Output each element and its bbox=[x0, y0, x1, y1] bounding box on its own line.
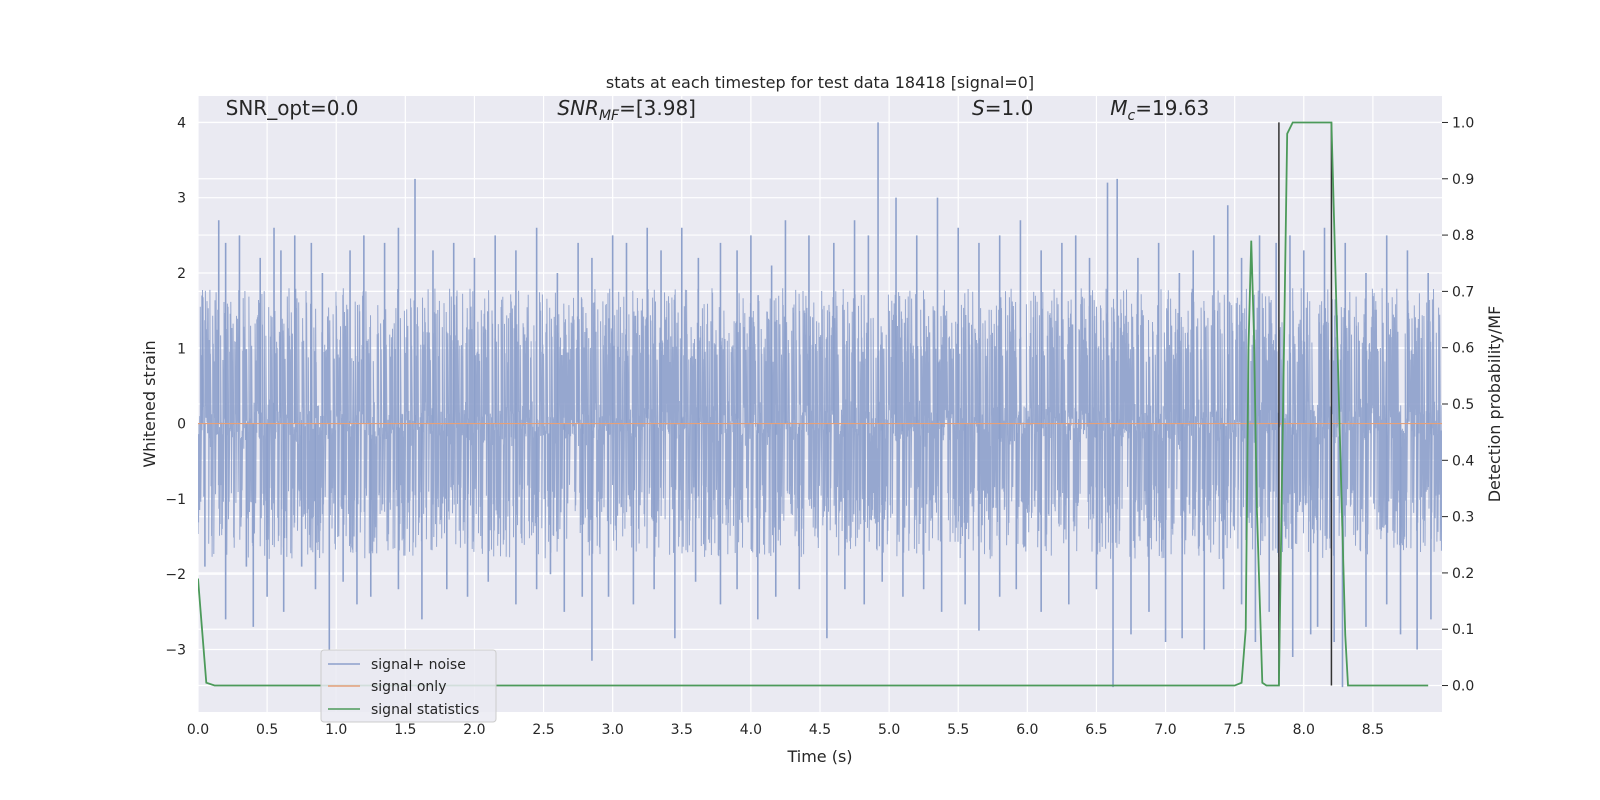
y2-axis-label: Detection probability/MF bbox=[1485, 306, 1504, 503]
y2-tick-label-9: 0.1 bbox=[1452, 622, 1474, 638]
x-tick-label-16: 8.0 bbox=[1293, 722, 1315, 738]
x-tick-label-1: 0.5 bbox=[256, 722, 278, 738]
y2-tick-label-7: 0.3 bbox=[1452, 510, 1474, 526]
y-axis-label: Whitened strain bbox=[140, 340, 159, 467]
plot-content bbox=[198, 121, 1442, 688]
y-tick-label-0: 4 bbox=[177, 115, 186, 131]
y2-tick-label-5: 0.5 bbox=[1452, 397, 1474, 413]
y2-tick-label-3: 0.7 bbox=[1452, 284, 1474, 300]
annotation-0: SNR_opt=0.0 bbox=[226, 96, 359, 120]
x-tick-label-2: 1.0 bbox=[325, 722, 347, 738]
series-layer bbox=[198, 121, 1442, 688]
y2-axis-ticks: 1.0 0.9 0.8 0.7 0.6 0.5 0.4 0.3 0.2 0.1 0.0 bbox=[1442, 115, 1474, 695]
y2-tick-label-4: 0.6 bbox=[1452, 341, 1474, 357]
y2-tick-label-0: 1.0 bbox=[1452, 115, 1474, 131]
annotation-1: SNRMF=[3.98] bbox=[557, 96, 696, 124]
legend-label-signal-noise: signal+ noise bbox=[371, 657, 466, 673]
x-tick-label-6: 3.0 bbox=[602, 722, 624, 738]
x-tick-label-10: 5.0 bbox=[878, 722, 900, 738]
legend-box bbox=[320, 649, 497, 723]
legend-label-signal-only: signal only bbox=[371, 679, 446, 695]
x-tick-label-11: 5.5 bbox=[947, 722, 969, 738]
y-axis-ticks: 4 3 2 1 0 −1 −2 −3 bbox=[165, 115, 186, 658]
x-tick-label-7: 3.5 bbox=[671, 722, 693, 738]
x-tick-label-12: 6.0 bbox=[1016, 722, 1038, 738]
x-axis-label: Time (s) bbox=[786, 747, 852, 766]
y2-tick-label-10: 0.0 bbox=[1452, 679, 1474, 695]
x-tick-label-0: 0.0 bbox=[187, 722, 209, 738]
y-tick-label-2: 2 bbox=[177, 266, 186, 282]
x-tick-label-3: 1.5 bbox=[394, 722, 416, 738]
y2-tick-label-6: 0.4 bbox=[1452, 453, 1474, 469]
x-tick-label-15: 7.5 bbox=[1224, 722, 1246, 738]
x-tick-label-13: 6.5 bbox=[1085, 722, 1107, 738]
series-signal-noise-line bbox=[198, 288, 1442, 560]
y-tick-label-7: −3 bbox=[165, 642, 186, 658]
y-tick-label-3: 1 bbox=[177, 341, 186, 357]
y-tick-label-6: −2 bbox=[165, 567, 186, 583]
x-tick-label-14: 7.0 bbox=[1154, 722, 1176, 738]
y-tick-label-4: 0 bbox=[177, 417, 186, 433]
x-tick-label-17: 8.5 bbox=[1362, 722, 1384, 738]
annotation-3: Mc=19.63 bbox=[1110, 96, 1209, 124]
series-signal-statistics-line bbox=[198, 121, 1429, 687]
x-tick-label-5: 2.5 bbox=[532, 722, 554, 738]
y2-tick-label-2: 0.8 bbox=[1452, 228, 1474, 244]
annotations: SNR_opt=0.0 SNRMF=[3.98] S=1.0 Mc=19.63 bbox=[226, 96, 1210, 124]
annotation-2: S=1.0 bbox=[972, 96, 1033, 120]
chart-title: stats at each timestep for test data 184… bbox=[606, 73, 1034, 92]
y2-tick-label-8: 0.2 bbox=[1452, 566, 1474, 582]
x-tick-label-9: 4.5 bbox=[809, 722, 831, 738]
y-tick-label-5: −1 bbox=[165, 492, 186, 508]
legend-label-signal-statistics: signal statistics bbox=[371, 702, 479, 718]
y2-tick-label-1: 0.9 bbox=[1452, 172, 1474, 188]
x-axis-ticks: 0.0 0.5 1.0 1.5 2.0 2.5 3.0 3.5 4.0 4.5 5.0 5.5 6.0 6… bbox=[187, 722, 1384, 738]
legend: signal+ noise signal only signal statist… bbox=[320, 649, 497, 723]
y-tick-label-1: 3 bbox=[177, 191, 186, 207]
x-tick-label-4: 2.0 bbox=[463, 722, 485, 738]
x-tick-label-8: 4.0 bbox=[740, 722, 762, 738]
